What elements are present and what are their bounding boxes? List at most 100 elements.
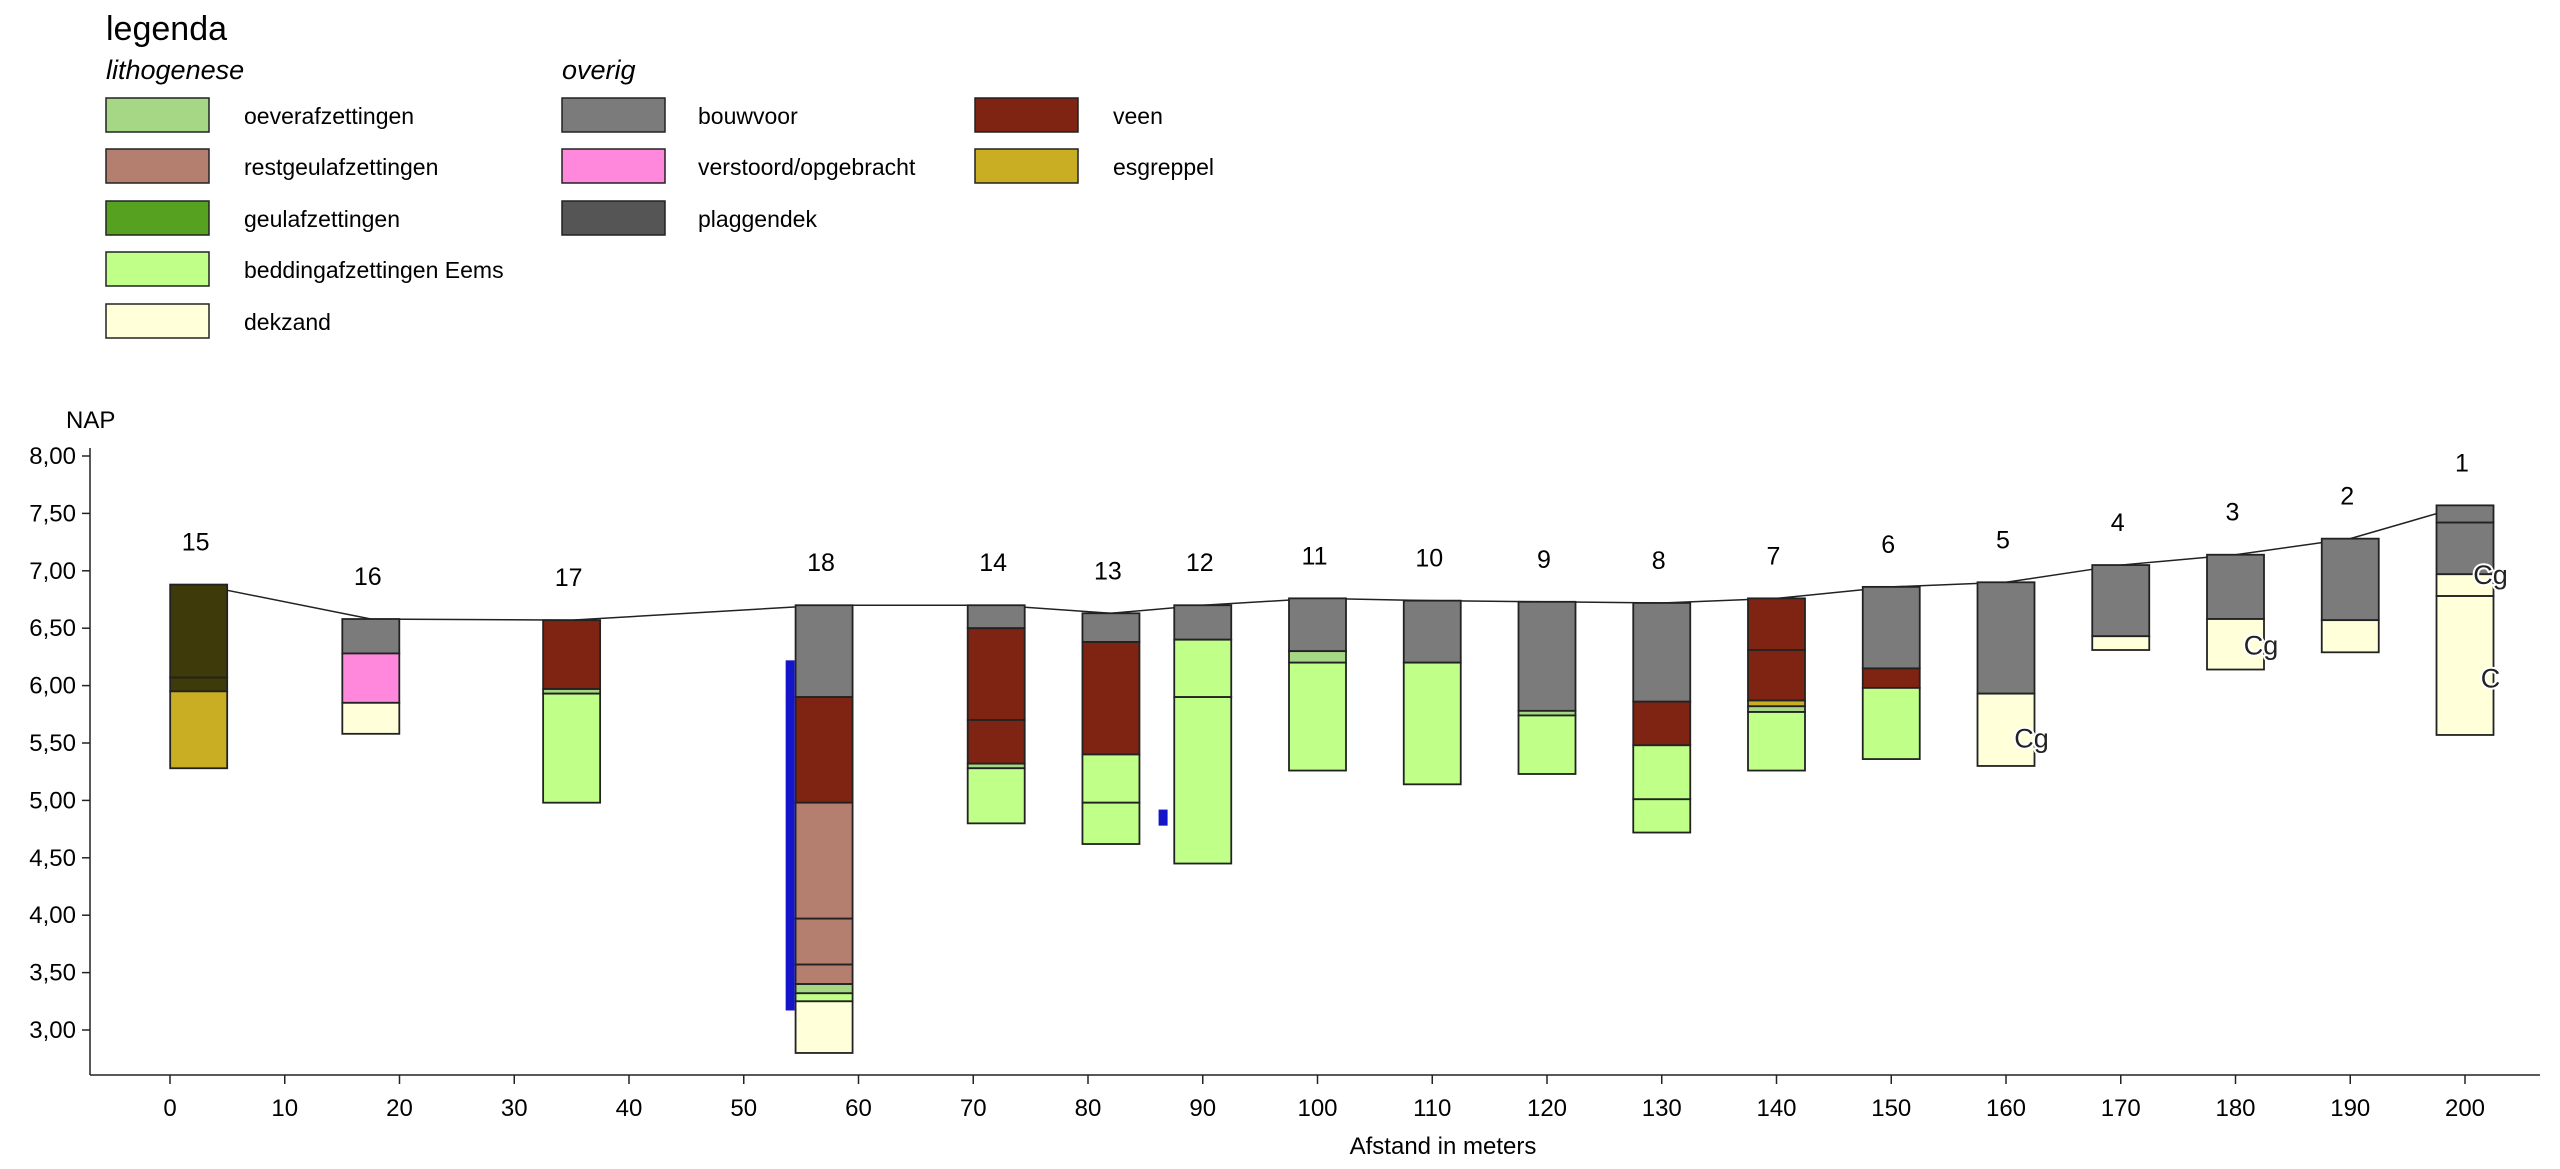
boring-label: 6 bbox=[1881, 531, 1895, 559]
boring-label: 7 bbox=[1767, 542, 1781, 570]
boring-13: 13 bbox=[1081, 557, 1141, 845]
y-tick-label: 7,50 bbox=[29, 500, 76, 527]
y-tick-label: 6,00 bbox=[29, 673, 76, 700]
boring-label: 9 bbox=[1537, 546, 1551, 574]
legend-swatch-esgreppel bbox=[974, 148, 1079, 184]
y-tick-label: 4,00 bbox=[29, 902, 76, 929]
x-tick-label: 200 bbox=[2445, 1095, 2485, 1122]
boring-label: 15 bbox=[182, 529, 210, 557]
x-tick-label: 50 bbox=[730, 1095, 757, 1122]
x-tick-label: 80 bbox=[1075, 1095, 1102, 1122]
layer-plaggendek_dark bbox=[169, 676, 229, 693]
legend-swatch-verstoord-opgebracht bbox=[561, 148, 666, 184]
legend-swatch-restgeulafzettingen bbox=[105, 148, 210, 184]
x-tick-label: 130 bbox=[1642, 1095, 1682, 1122]
y-tick-label: 4,50 bbox=[29, 845, 76, 872]
layer-bouwvoor bbox=[341, 618, 401, 655]
layer-bedding bbox=[1861, 686, 1921, 760]
x-tick-label: 160 bbox=[1986, 1095, 2026, 1122]
layer-plaggendek_dark bbox=[169, 583, 229, 679]
layer-dekzand bbox=[2320, 619, 2380, 654]
boring-label: 13 bbox=[1094, 557, 1122, 585]
layer-bouwvoor bbox=[2091, 564, 2151, 638]
legend-label-oeverafzettingen: oeverafzettingen bbox=[244, 103, 414, 129]
legend-group-heading: overig bbox=[562, 55, 636, 85]
layer-bouwvoor bbox=[794, 604, 854, 698]
layer-bedding bbox=[966, 767, 1026, 825]
layer-dekzand bbox=[2091, 635, 2151, 651]
x-tick-label: 100 bbox=[1297, 1095, 1337, 1122]
layer-veen bbox=[1861, 667, 1921, 689]
y-tick-label: 3,00 bbox=[29, 1017, 76, 1044]
boring-label: 16 bbox=[354, 563, 382, 591]
layer-bedding bbox=[1517, 714, 1577, 775]
layer-bouwvoor bbox=[2206, 553, 2265, 620]
y-tick-label: 6,50 bbox=[29, 615, 76, 642]
layer-veen bbox=[1747, 597, 1806, 651]
legend-label-dekzand: dekzand bbox=[244, 309, 331, 335]
x-tick-label: 20 bbox=[386, 1095, 413, 1122]
boring-15: 15 bbox=[169, 529, 229, 770]
annotations-layer: Cg Cg C Cg bbox=[2012, 558, 2510, 755]
y-tick-label: 8,00 bbox=[29, 443, 76, 470]
y-tick-label: 7,00 bbox=[29, 558, 76, 585]
layer-bedding bbox=[542, 692, 602, 804]
layer-bouwvoor bbox=[1517, 600, 1577, 712]
boring-label: 3 bbox=[2226, 499, 2240, 527]
boring-9: 9 bbox=[1517, 546, 1577, 775]
layer-bouwvoor bbox=[1288, 597, 1347, 653]
x-tick-label: 40 bbox=[616, 1095, 643, 1122]
layer-bouwvoor bbox=[1632, 602, 1692, 703]
x-tick-label: 140 bbox=[1756, 1095, 1796, 1122]
x-tick-label: 180 bbox=[2215, 1095, 2255, 1122]
annotation-label: C bbox=[2481, 664, 2501, 694]
layer-dekzand bbox=[794, 1000, 854, 1054]
x-tick-label: 0 bbox=[163, 1095, 176, 1122]
legend-group-heading: lithogenese bbox=[106, 55, 244, 85]
boring-label: 5 bbox=[1996, 526, 2010, 554]
legend-label-geulafzettingen: geulafzettingen bbox=[244, 206, 400, 232]
x-tick-label: 190 bbox=[2330, 1095, 2370, 1122]
legend-swatch-oeverafzettingen bbox=[105, 97, 210, 133]
boring-label: 10 bbox=[1415, 545, 1443, 573]
legend-group-other: veen esgreppel bbox=[974, 97, 1214, 184]
layer-bouwvoor bbox=[1081, 612, 1141, 643]
surface-line bbox=[198, 504, 2466, 621]
boring-label: 14 bbox=[979, 549, 1007, 577]
legend-swatch-plaggendek bbox=[561, 200, 666, 236]
x-tick-label: 70 bbox=[960, 1095, 987, 1122]
x-tick-label: 30 bbox=[501, 1095, 528, 1122]
x-tick-label: 90 bbox=[1189, 1095, 1216, 1122]
markers-layer bbox=[785, 660, 1168, 1011]
layer-bouwvoor bbox=[1861, 585, 1921, 670]
layer-veen bbox=[794, 696, 854, 804]
x-ticks: 0 10 20 30 40 50 60 70 80 90 100 110 120 130 140 150 160… bbox=[163, 1075, 2485, 1122]
legend-swatch-veen bbox=[974, 97, 1079, 133]
boring-label: 11 bbox=[1302, 542, 1328, 570]
y-tick-label: 5,00 bbox=[29, 787, 76, 814]
layer-bedding bbox=[1081, 801, 1141, 845]
x-tick-label: 150 bbox=[1871, 1095, 1911, 1122]
boring-label: 4 bbox=[2111, 509, 2125, 537]
boring-label: 17 bbox=[555, 564, 583, 592]
layer-dekzand bbox=[1976, 692, 2036, 767]
legend-label-esgreppel: esgreppel bbox=[1113, 154, 1214, 180]
annotation-label: Cg bbox=[2473, 560, 2508, 590]
layer-bedding bbox=[1632, 744, 1692, 801]
boring-11: 11 bbox=[1288, 542, 1347, 772]
layer-oever bbox=[794, 983, 854, 995]
layer-bouwvoor bbox=[1173, 604, 1233, 641]
annotation-label: Cg bbox=[2244, 630, 2279, 660]
layer-bedding bbox=[1288, 661, 1347, 772]
legend-swatch-dekzand bbox=[105, 303, 210, 339]
layer-dekzand bbox=[2435, 595, 2495, 736]
boring-label: 8 bbox=[1652, 547, 1666, 575]
layer-bedding bbox=[1632, 798, 1692, 834]
boring-1: 1 bbox=[2435, 449, 2495, 736]
layer-bedding bbox=[794, 992, 854, 1003]
layer-veen bbox=[966, 627, 1026, 721]
legend-swatch-geulafzettingen bbox=[105, 200, 210, 236]
boring-label: 18 bbox=[807, 549, 835, 577]
boring-8: 8 bbox=[1632, 547, 1692, 834]
